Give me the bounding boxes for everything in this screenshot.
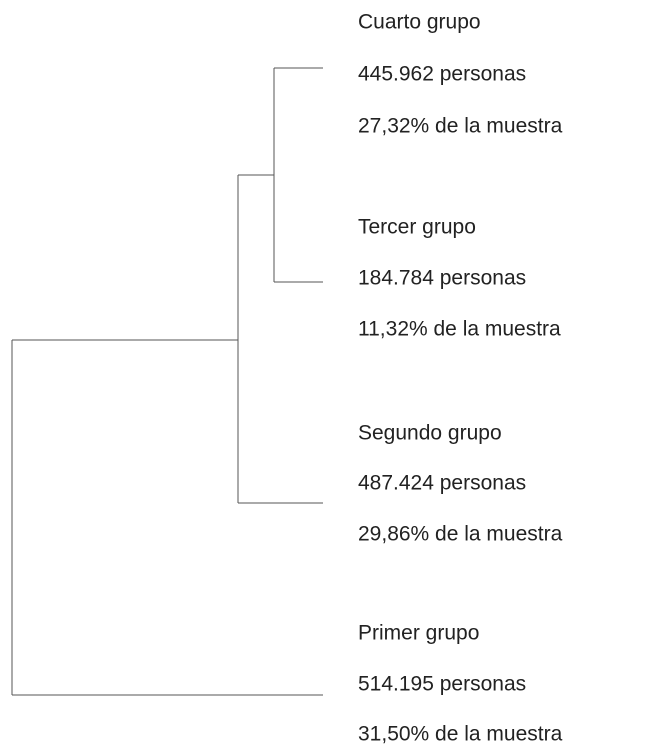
group-count: 445.962 personas bbox=[358, 63, 526, 86]
group-count: 514.195 personas bbox=[358, 673, 526, 696]
group-count: 487.424 personas bbox=[358, 472, 526, 495]
group-name: Primer grupo bbox=[358, 622, 479, 645]
group-share: 27,32% de la muestra bbox=[358, 115, 563, 138]
labels: Cuarto grupo 445.962 personas 27,32% de … bbox=[358, 11, 563, 746]
group-count: 184.784 personas bbox=[358, 267, 526, 290]
group-name: Segundo grupo bbox=[358, 422, 502, 445]
branches bbox=[11, 67, 323, 696]
group-name: Tercer grupo bbox=[358, 216, 476, 239]
group-share: 31,50% de la muestra bbox=[358, 723, 563, 746]
group-share: 11,32% de la muestra bbox=[358, 318, 561, 341]
group-name: Cuarto grupo bbox=[358, 11, 481, 34]
group-share: 29,86% de la muestra bbox=[358, 523, 563, 546]
